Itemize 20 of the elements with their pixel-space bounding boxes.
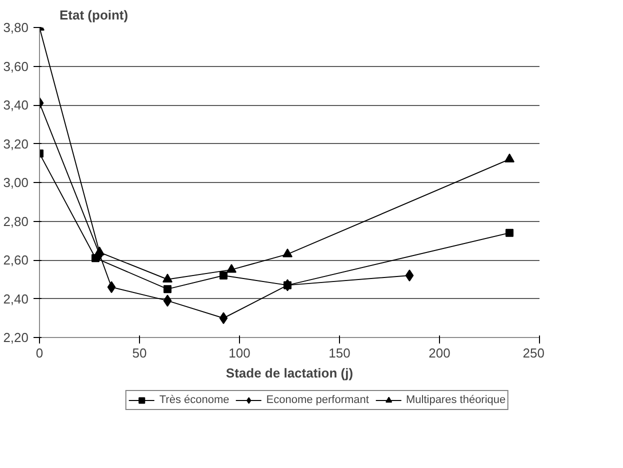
- x-axis-title: Stade de lactation (j): [226, 366, 354, 380]
- y-tick-label: 3,00: [3, 175, 29, 190]
- x-tick-label: 150: [328, 346, 350, 360]
- y-tick-label: 2,80: [3, 214, 29, 229]
- y-tick-label: 2,60: [3, 252, 29, 268]
- y-tick-label: 3,20: [3, 136, 29, 152]
- x-tick-label: 250: [522, 346, 545, 360]
- y-axis-title: Etat (point): [60, 8, 128, 22]
- x-tick-label: 50: [132, 346, 147, 360]
- y-tick-label: 2,40: [3, 291, 29, 306]
- legend-label: Très économe: [159, 393, 230, 407]
- y-tick-label: 2,20: [3, 330, 29, 345]
- legend-label: Multipares théorique: [406, 393, 506, 407]
- legend-label: Econome performant: [266, 393, 369, 407]
- x-tick-label: 200: [428, 346, 450, 360]
- x-tick-label: 0: [36, 346, 44, 360]
- y-tick-label: 3,80: [3, 20, 29, 35]
- x-tick-label: 100: [228, 346, 250, 360]
- y-tick-label: 3,40: [3, 98, 29, 112]
- y-tick-label: 3,60: [3, 58, 29, 74]
